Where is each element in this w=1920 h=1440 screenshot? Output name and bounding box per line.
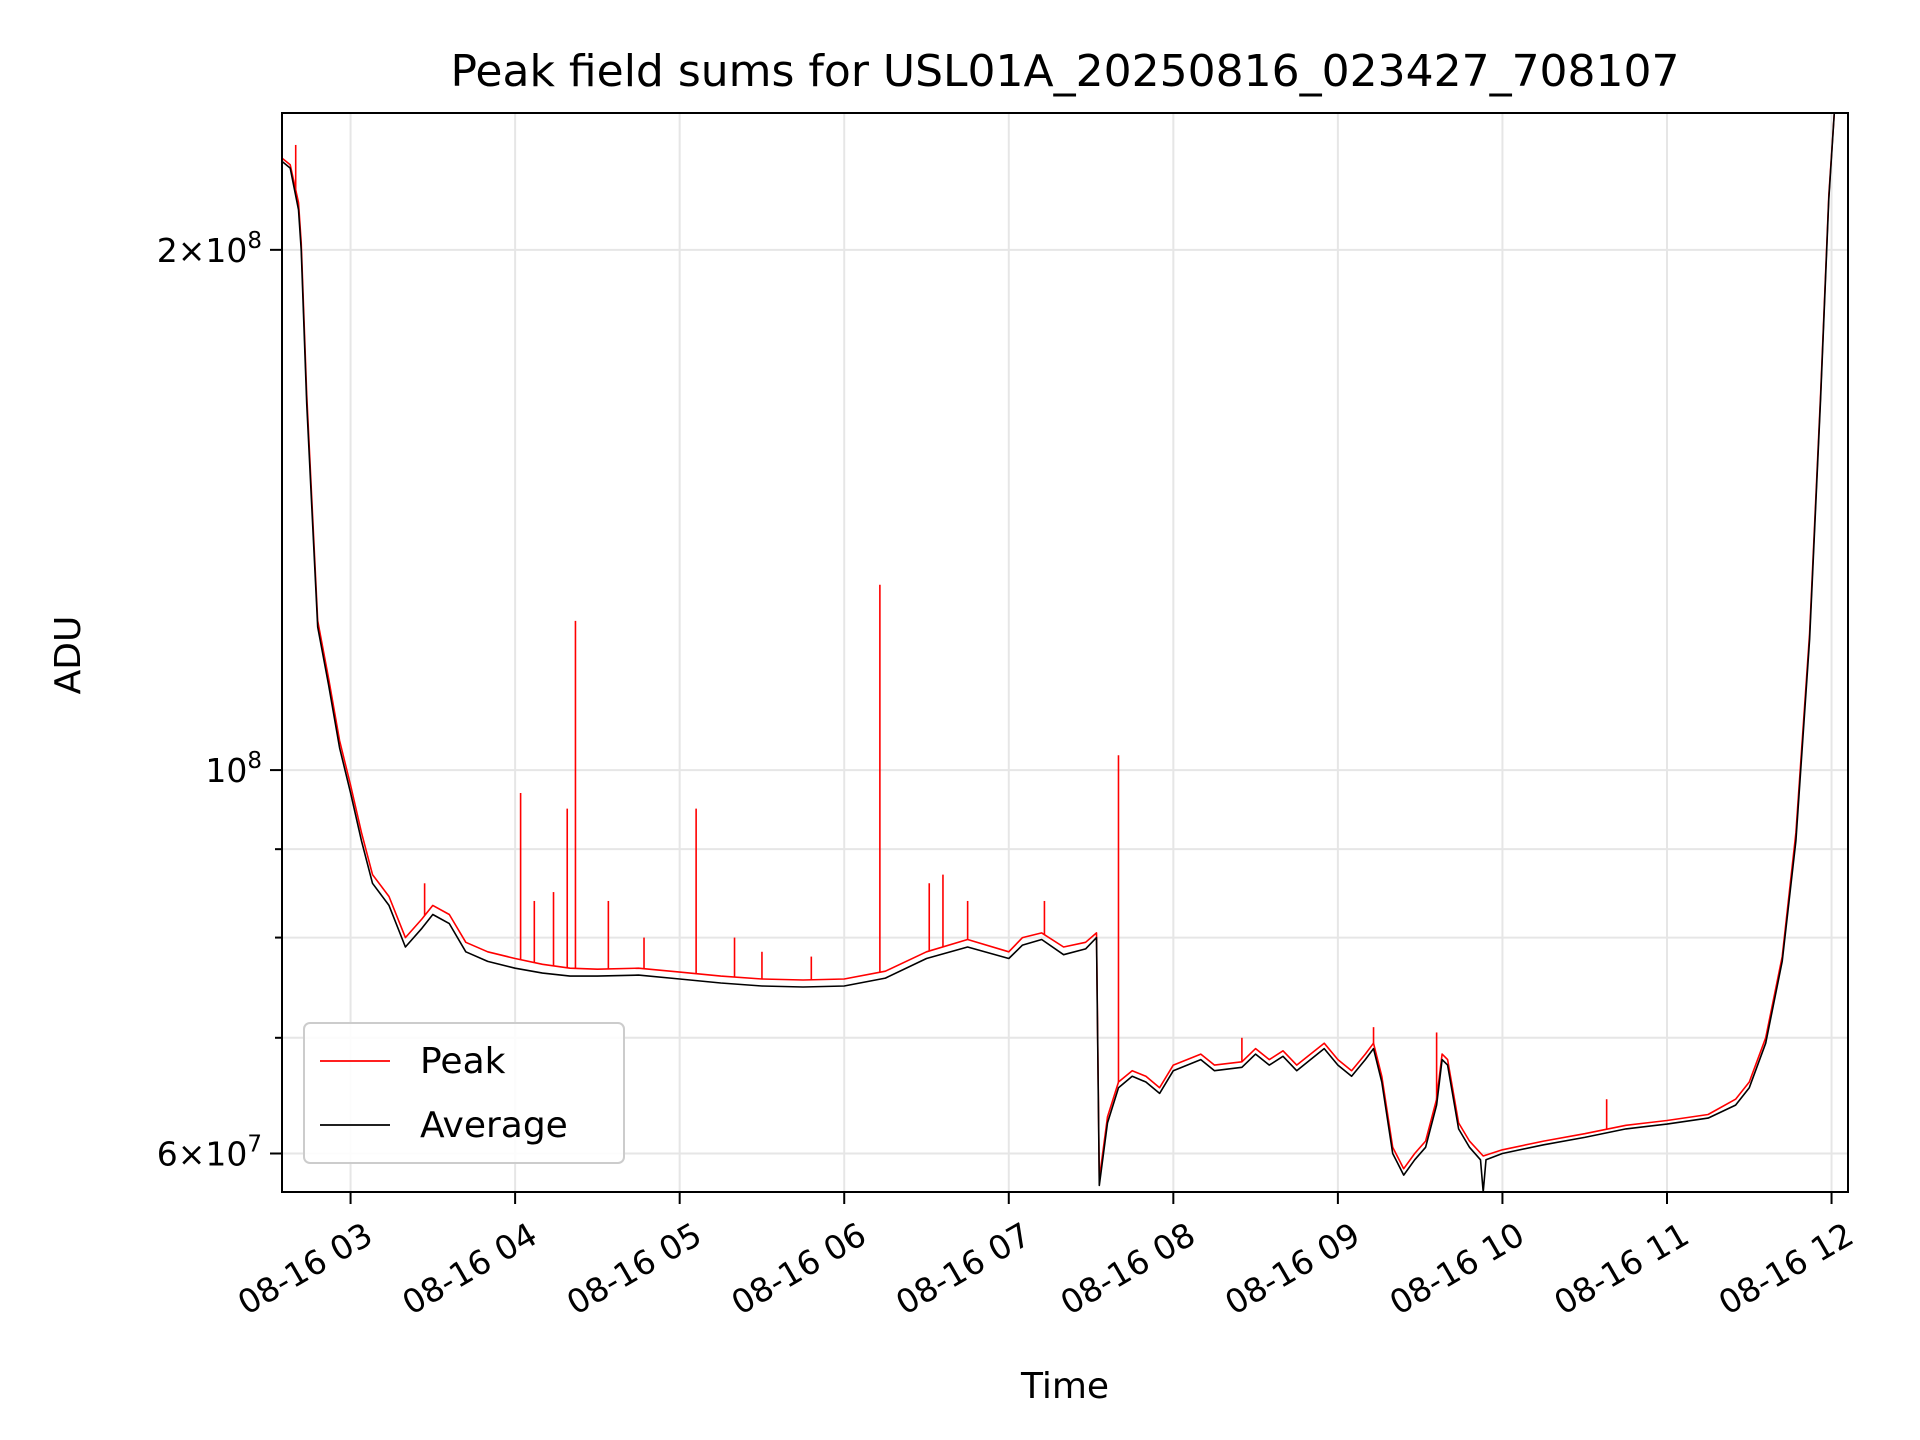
- y-axis: 6×107 108 2×108: [157, 228, 282, 1174]
- plot-series-group: [282, 113, 1836, 1192]
- legend-average-label: Average: [420, 1105, 568, 1146]
- y-tick-label: 6×107: [157, 1132, 262, 1174]
- y-tick-label: 108: [205, 748, 262, 790]
- series-peak-line: [282, 113, 1836, 1180]
- legend: Peak Average: [303, 1022, 625, 1164]
- chart-title: Peak field sums for USL01A_20250816_0234…: [450, 46, 1679, 97]
- legend-peak-label: Peak: [420, 1041, 506, 1082]
- y-axis-label: ADU: [48, 616, 89, 695]
- plot-area: [282, 113, 1836, 1192]
- x-axis-label: Time: [1020, 1366, 1109, 1407]
- legend-box: [303, 1022, 625, 1164]
- plot-frame: [281, 112, 1849, 1193]
- series-average-line: [282, 113, 1836, 1192]
- y-tick-label: 2×108: [157, 228, 262, 270]
